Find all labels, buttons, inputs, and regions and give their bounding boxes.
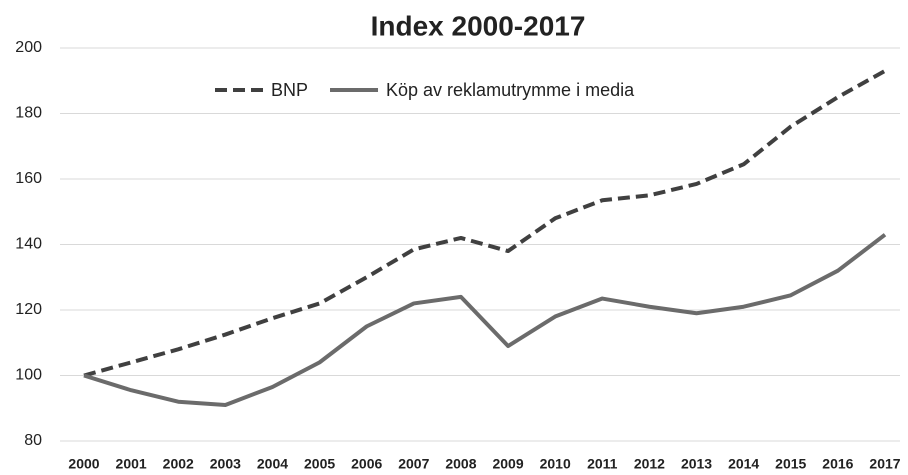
x-tick-label: 2014 <box>728 456 759 472</box>
x-tick-label: 2016 <box>822 456 853 472</box>
y-tick-label: 180 <box>15 105 42 122</box>
x-tick-label: 2009 <box>492 456 523 472</box>
chart-title: Index 2000-2017 <box>371 10 586 41</box>
x-tick-label: 2012 <box>634 456 665 472</box>
x-tick-label: 2013 <box>681 456 712 472</box>
x-tick-label: 2007 <box>398 456 429 472</box>
legend-label: Köp av reklamutrymme i media <box>386 80 635 100</box>
x-tick-label: 2006 <box>351 456 382 472</box>
y-tick-label: 200 <box>15 39 42 56</box>
y-tick-label: 80 <box>24 432 42 449</box>
y-tick-label: 120 <box>15 301 42 318</box>
x-tick-label: 2011 <box>587 456 618 472</box>
line-series <box>83 69 886 378</box>
y-tick-label: 100 <box>15 367 42 384</box>
x-tick-label: 2015 <box>775 456 806 472</box>
x-tick-label: 2017 <box>869 456 900 472</box>
x-tick-label: 2000 <box>68 456 99 472</box>
x-tick-label: 2001 <box>116 456 147 472</box>
legend-label: BNP <box>271 80 308 100</box>
x-tick-label: 2010 <box>540 456 571 472</box>
x-tick-label: 2005 <box>304 456 335 472</box>
x-tick-label: 2003 <box>210 456 241 472</box>
x-tick-label: 2008 <box>445 456 476 472</box>
y-tick-label: 160 <box>15 170 42 187</box>
line-series <box>83 233 887 407</box>
x-tick-label: 2004 <box>257 456 288 472</box>
x-tick-label: 2002 <box>163 456 194 472</box>
y-tick-label: 140 <box>15 236 42 253</box>
